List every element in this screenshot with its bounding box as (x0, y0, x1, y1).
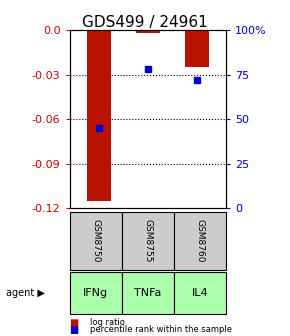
Text: TNFa: TNFa (134, 288, 162, 298)
Text: GDS499 / 24961: GDS499 / 24961 (82, 15, 208, 30)
Bar (87, 30, 111, 201)
Text: ■: ■ (70, 325, 79, 335)
Text: IL4: IL4 (192, 288, 209, 298)
Text: IFNg: IFNg (83, 288, 108, 298)
Text: percentile rank within the sample: percentile rank within the sample (90, 326, 232, 334)
Text: agent ▶: agent ▶ (6, 288, 45, 298)
Bar (185, 30, 209, 67)
Text: GSM8750: GSM8750 (91, 219, 100, 263)
Bar (136, 30, 160, 33)
Text: log ratio: log ratio (90, 318, 125, 327)
Text: ■: ■ (70, 318, 79, 328)
Text: GSM8760: GSM8760 (195, 219, 205, 263)
Text: GSM8755: GSM8755 (143, 219, 153, 263)
